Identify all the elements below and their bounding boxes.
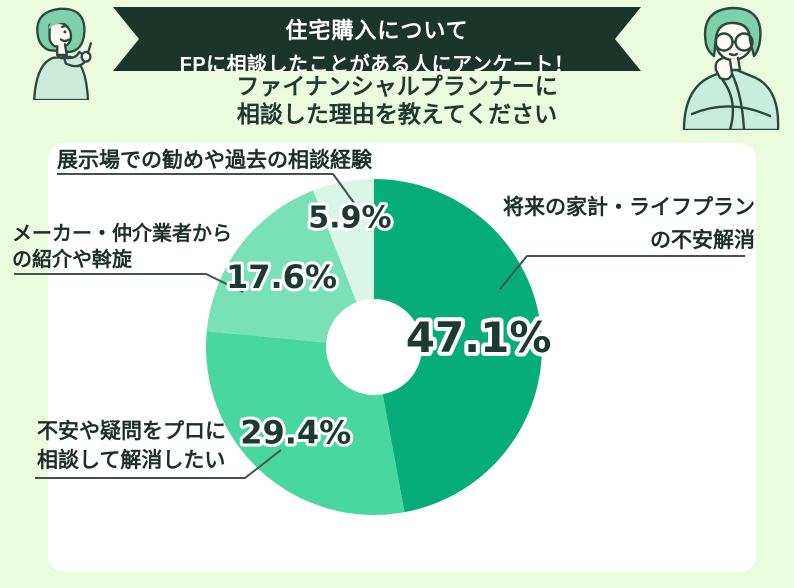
man-hand-on-chin bbox=[714, 56, 734, 81]
callout-agent-line2: の紹介や斡旋 bbox=[12, 249, 132, 271]
ribbon-title-line2: FPに相談したことがある人にアンケート！ bbox=[179, 54, 575, 76]
woman-body bbox=[33, 55, 90, 100]
man-hair bbox=[703, 6, 762, 58]
callout-future-plan: 将来の家計・ライフプラン の不安解消 bbox=[455, 191, 755, 257]
woman-hand bbox=[80, 50, 92, 63]
callout-pro-line2: 相談して解消したい bbox=[37, 449, 226, 472]
ribbon-title-line1: 住宅購入について bbox=[285, 18, 469, 43]
woman-eye bbox=[63, 30, 67, 34]
chart-question-line1: ファイナンシャルプランナーに bbox=[236, 73, 558, 99]
callout-future-line1: 将来の家計・ライフプラン bbox=[503, 196, 755, 219]
woman-fringe bbox=[48, 17, 76, 29]
callout-agent-line1: メーカー・仲介業者から bbox=[12, 223, 232, 245]
callout-pro-line1: 不安や疑問をプロに bbox=[37, 420, 226, 443]
callout-future-line2: の不安解消 bbox=[650, 229, 755, 252]
pointing-woman-illustration bbox=[33, 7, 92, 100]
woman-finger bbox=[86, 42, 92, 55]
man-mouth bbox=[728, 52, 739, 57]
chart-question-title: ファイナンシャルプランナーに 相談した理由を教えてください bbox=[0, 72, 794, 128]
woman-brow bbox=[60, 24, 69, 29]
woman-mouth bbox=[59, 38, 70, 43]
woman-neck bbox=[56, 43, 68, 57]
callout-pro-consult: 不安や疑問をプロに 相談して解消したい bbox=[37, 417, 226, 475]
man-arm-crossed bbox=[690, 105, 772, 118]
woman-collar bbox=[56, 53, 68, 60]
callout-agent-referral: メーカー・仲介業者から の紹介や斡旋 bbox=[12, 221, 232, 273]
thinking-man-illustration bbox=[682, 6, 780, 130]
callout-exhibition: 展示場での勧めや過去の相談経験 bbox=[57, 146, 372, 175]
chart-question-line2: 相談した理由を教えてください bbox=[236, 101, 558, 127]
title-ribbon: 住宅購入について FPに相談したことがある人にアンケート！ bbox=[113, 7, 641, 71]
callout-exhibition-line1: 展示場での勧めや過去の相談経験 bbox=[57, 149, 372, 172]
